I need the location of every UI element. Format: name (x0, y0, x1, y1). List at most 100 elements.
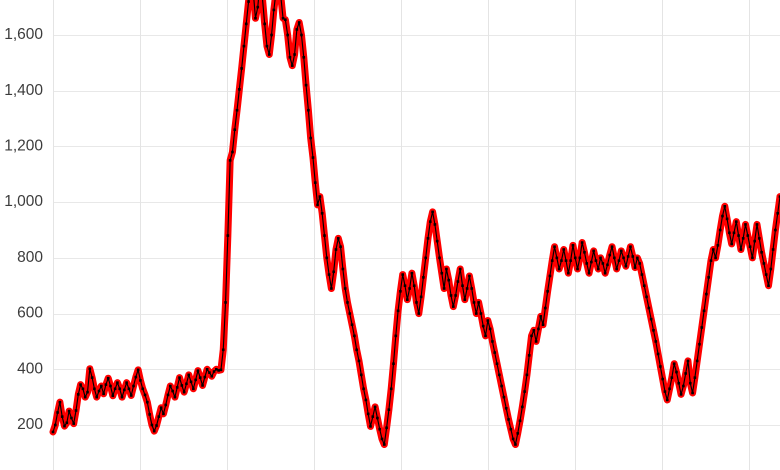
data-point (537, 327, 540, 331)
data-point (215, 367, 218, 371)
data-point (601, 262, 605, 265)
data-point (297, 21, 301, 24)
data-point (226, 234, 230, 237)
data-point (626, 255, 630, 258)
data-point (238, 88, 241, 91)
data-point (152, 429, 156, 433)
data-point (493, 351, 497, 354)
data-point (514, 443, 517, 446)
data-point (286, 33, 289, 37)
data-point (732, 231, 736, 235)
data-point (111, 394, 115, 398)
data-point (136, 368, 140, 372)
data-point (171, 389, 174, 393)
data-point (348, 312, 352, 315)
data-point (201, 384, 204, 387)
data-point (468, 274, 471, 278)
y-tick-label-200: 200 (17, 416, 43, 433)
data-point (302, 55, 306, 59)
data-point (51, 430, 55, 434)
data-point (134, 375, 138, 379)
data-point (284, 18, 287, 21)
data-point (592, 249, 595, 253)
data-point (502, 395, 506, 399)
data-point (679, 393, 683, 396)
data-point (100, 384, 103, 388)
data-point (730, 242, 733, 246)
data-point (700, 326, 704, 329)
data-point (116, 381, 119, 384)
data-point (573, 256, 577, 260)
data-point (325, 256, 329, 260)
data-point (309, 136, 312, 140)
data-point (359, 373, 363, 377)
data-point (378, 427, 381, 431)
data-point (507, 418, 510, 421)
data-point (219, 368, 223, 372)
data-point (196, 369, 200, 372)
data-point (751, 256, 754, 260)
data-point (500, 384, 503, 388)
data-point (166, 393, 170, 397)
data-point (63, 424, 66, 428)
data-point (691, 391, 694, 395)
data-point (638, 262, 641, 265)
data-point (578, 256, 582, 260)
data-point (254, 16, 257, 20)
data-point (385, 426, 388, 430)
data-point (504, 406, 508, 410)
data-point (406, 298, 409, 301)
data-point (737, 234, 740, 237)
data-point (104, 383, 108, 386)
data-point (767, 284, 770, 288)
data-point (622, 256, 625, 260)
data-point (224, 301, 227, 304)
data-point (716, 244, 720, 247)
data-point (521, 405, 524, 409)
data-point (608, 253, 612, 257)
data-point (339, 245, 342, 249)
data-point (596, 267, 600, 271)
data-point (560, 259, 563, 262)
data-point (686, 359, 690, 363)
data-point (541, 323, 545, 327)
data-point (217, 369, 220, 372)
data-point (477, 301, 480, 304)
data-point (668, 387, 671, 391)
data-point (346, 301, 349, 304)
data-point (304, 83, 308, 87)
data-point (127, 387, 131, 391)
data-point (272, 8, 276, 12)
data-point (148, 413, 151, 416)
data-point (203, 375, 207, 379)
data-point (707, 276, 710, 279)
data-point (481, 324, 485, 328)
data-point (118, 387, 122, 391)
data-point (185, 382, 188, 386)
data-point (242, 44, 246, 48)
data-point (387, 408, 391, 411)
data-point (661, 377, 664, 381)
data-point (640, 273, 644, 276)
data-point (665, 398, 669, 402)
data-point (445, 267, 448, 271)
data-point (652, 328, 655, 332)
data-point (486, 319, 490, 322)
data-point (281, 16, 285, 20)
data-point (288, 55, 292, 59)
data-point (682, 384, 685, 388)
data-point (123, 388, 126, 392)
data-point (714, 256, 717, 260)
data-point (698, 342, 701, 346)
data-point (162, 412, 165, 416)
data-point (774, 228, 777, 232)
data-point (516, 432, 520, 435)
data-point (396, 309, 400, 313)
data-point (81, 387, 85, 391)
data-point (495, 362, 499, 366)
data-point (164, 403, 168, 407)
data-point (120, 395, 124, 399)
data-point (88, 367, 92, 371)
data-point (610, 245, 614, 249)
